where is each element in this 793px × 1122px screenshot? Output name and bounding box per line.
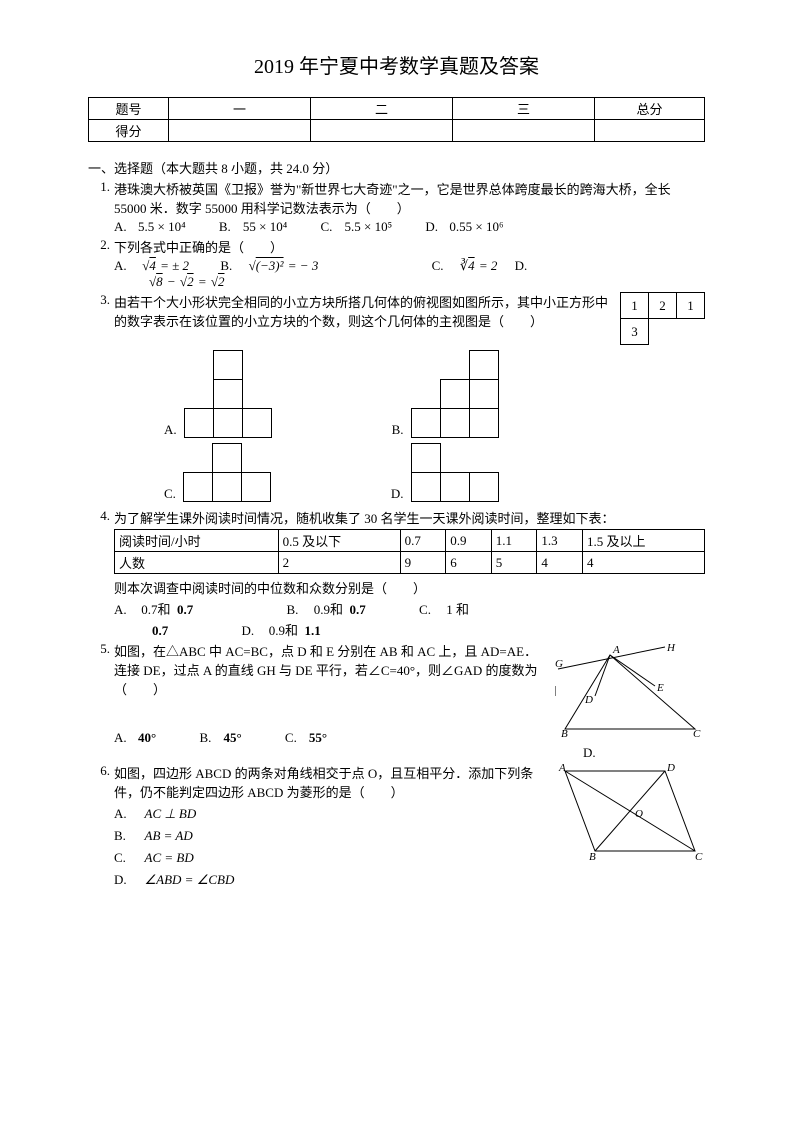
question-5: 5. 如图，在△ABC 中 AC=BC，点 D 和 E 分别在 AB 和 AC … <box>88 641 705 761</box>
svg-text:B: B <box>589 851 596 863</box>
option-a: A. <box>164 351 272 438</box>
q-body: 港珠澳大桥被英国《卫报》誉为"新世界七大奇迹"之一，它是世界总体跨度最长的跨海大… <box>114 179 705 235</box>
svg-text:C: C <box>695 851 703 863</box>
option-b: B.55 × 10⁴ <box>219 219 307 235</box>
svg-text:A: A <box>558 763 566 774</box>
q-text: 港珠澳大桥被英国《卫报》誉为"新世界七大奇迹"之一，它是世界总体跨度最长的跨海大… <box>114 179 705 217</box>
svg-text:G: G <box>555 658 563 670</box>
q-options: A. AC ⊥ BD B. AB = AD C. AC = BD D. ∠ABD… <box>114 803 539 891</box>
q-text: 由若干个大小形状完全相同的小立方块所搭几何体的俯视图如图所示，其中小正方形中的数… <box>114 292 612 345</box>
q-num: 2. <box>88 237 114 290</box>
q3-options-row1: A. B. <box>164 351 705 438</box>
q-body: 如图，四边形 ABCD 的两条对角线相交于点 O，且互相平分．添加下列条件，仍不… <box>114 763 705 891</box>
score-table: 题号 一 二 三 总分 得分 <box>88 97 705 142</box>
q-num: 1. <box>88 179 114 235</box>
score-total <box>595 120 705 142</box>
score-hdr: 得分 <box>89 120 169 142</box>
q5-figure: G A H D E B C D. <box>555 641 705 761</box>
score-col2 <box>311 120 453 142</box>
option-d: D. ∠ABD = ∠CBD <box>114 869 539 891</box>
option-a: A. 4 = ± 2 <box>114 258 189 274</box>
q-body: 为了解学生课外阅读时间情况，随机收集了 30 名学生一天课外阅读时间，整理如下表… <box>114 508 705 639</box>
score-col1: 一 <box>169 98 311 120</box>
option-a: A.5.5 × 10⁴ <box>114 219 206 235</box>
option-d: D.0.55 × 10⁶ <box>425 219 503 235</box>
q-options2: 0.7 D. 0.9和 1.1 <box>114 620 705 639</box>
table-row: 题号 一 二 三 总分 <box>89 98 705 120</box>
topview-grid: 1 2 1 3 <box>620 292 705 345</box>
question-2: 2. 下列各式中正确的是（ ） A. 4 = ± 2 B. (−3)² = − … <box>88 237 705 290</box>
q-text: 如图，在△ABC 中 AC=BC，点 D 和 E 分别在 AB 和 AC 上，且… <box>114 641 549 698</box>
option-d: D. <box>555 745 705 761</box>
score-col2: 二 <box>311 98 453 120</box>
q-options: A. 4 = ± 2 B. (−3)² = − 3 C. 4 = 2 D. 8 … <box>114 258 705 290</box>
question-4: 4. 为了解学生课外阅读时间情况，随机收集了 30 名学生一天课外阅读时间，整理… <box>88 508 705 639</box>
q-text: 为了解学生课外阅读时间情况，随机收集了 30 名学生一天课外阅读时间，整理如下表… <box>114 508 705 527</box>
svg-text:E: E <box>656 682 664 694</box>
score-col3: 三 <box>453 98 595 120</box>
q-options: A.5.5 × 10⁴ B.55 × 10⁴ C.5.5 × 10⁵ D.0.5… <box>114 219 705 235</box>
option-d: D. 0.9和 1.1 <box>242 620 321 639</box>
front-view-a <box>185 351 272 438</box>
q-num: 4. <box>88 508 114 639</box>
option-c: C.55° <box>285 730 327 746</box>
option-c: C. 1 和 <box>419 599 469 618</box>
front-view-b <box>412 351 499 438</box>
section-header: 一、选择题（本大题共 8 小题，共 24.0 分） <box>88 158 705 177</box>
option-a: A. 0.7和 0.7 <box>114 599 193 618</box>
score-col1 <box>169 120 311 142</box>
svg-text:A: A <box>612 644 620 656</box>
q-body: 如图，在△ABC 中 AC=BC，点 D 和 E 分别在 AB 和 AC 上，且… <box>114 641 705 761</box>
option-b: B.45° <box>199 730 241 746</box>
option-d-math: 8 − 2 = 2 <box>148 274 705 290</box>
option-b: B. AB = AD <box>114 825 539 847</box>
front-view-d <box>412 444 499 502</box>
q-text: 如图，四边形 ABCD 的两条对角线相交于点 O，且互相平分．添加下列条件，仍不… <box>114 763 539 801</box>
option-d: D. <box>515 258 528 274</box>
table-row: 人数 2 9 6 5 4 4 <box>115 552 705 574</box>
q3-options-row2: C. D. <box>164 444 705 502</box>
score-total: 总分 <box>595 98 705 120</box>
option-c: C. <box>164 444 271 502</box>
option-a: A.40° <box>114 730 156 746</box>
page-title: 2019 年宁夏中考数学真题及答案 <box>88 50 705 79</box>
q-options: A.40° B.45° C.55° <box>114 730 549 746</box>
q-num: 6. <box>88 763 114 891</box>
reading-time-table: 阅读时间/小时 0.5 及以下 0.7 0.9 1.1 1.3 1.5 及以上 … <box>114 529 705 574</box>
q-body: 下列各式中正确的是（ ） A. 4 = ± 2 B. (−3)² = − 3 C… <box>114 237 705 290</box>
svg-text:O: O <box>635 808 643 820</box>
svg-text:D: D <box>584 694 593 706</box>
q-text: 下列各式中正确的是（ ） <box>114 237 705 256</box>
question-1: 1. 港珠澳大桥被英国《卫报》誉为"新世界七大奇迹"之一，它是世界总体跨度最长的… <box>88 179 705 235</box>
option-b: B. <box>392 351 499 438</box>
score-col3 <box>453 120 595 142</box>
q6-figure: A D B C O <box>545 763 705 891</box>
table-row: 得分 <box>89 120 705 142</box>
score-hdr: 题号 <box>89 98 169 120</box>
option-b: B. (−3)² = − 3 <box>220 258 318 274</box>
option-c: C. 4 = 2 <box>432 258 498 274</box>
table-row: 阅读时间/小时 0.5 及以下 0.7 0.9 1.1 1.3 1.5 及以上 <box>115 530 705 552</box>
front-view-c <box>184 444 271 502</box>
svg-text:C: C <box>693 728 701 740</box>
option-c: C. AC = BD <box>114 847 539 869</box>
q-num: 3. <box>88 292 114 506</box>
question-6: 6. 如图，四边形 ABCD 的两条对角线相交于点 O，且互相平分．添加下列条件… <box>88 763 705 891</box>
svg-text:D: D <box>666 763 675 774</box>
option-a: A. AC ⊥ BD <box>114 803 539 825</box>
svg-text:B: B <box>561 728 568 740</box>
q-num: 5. <box>88 641 114 761</box>
question-3: 3. 由若干个大小形状完全相同的小立方块所搭几何体的俯视图如图所示，其中小正方形… <box>88 292 705 506</box>
svg-text:H: H <box>666 642 676 654</box>
option-c: C.5.5 × 10⁵ <box>321 219 413 235</box>
q-options: A. 0.7和 0.7 B. 0.9和 0.7 C. 1 和 <box>114 599 705 618</box>
q-text2: 则本次调查中阅读时间的中位数和众数分别是（ ） <box>114 578 705 597</box>
option-b: B. 0.9和 0.7 <box>287 599 366 618</box>
q-body: 由若干个大小形状完全相同的小立方块所搭几何体的俯视图如图所示，其中小正方形中的数… <box>114 292 705 506</box>
option-d: D. <box>391 444 499 502</box>
